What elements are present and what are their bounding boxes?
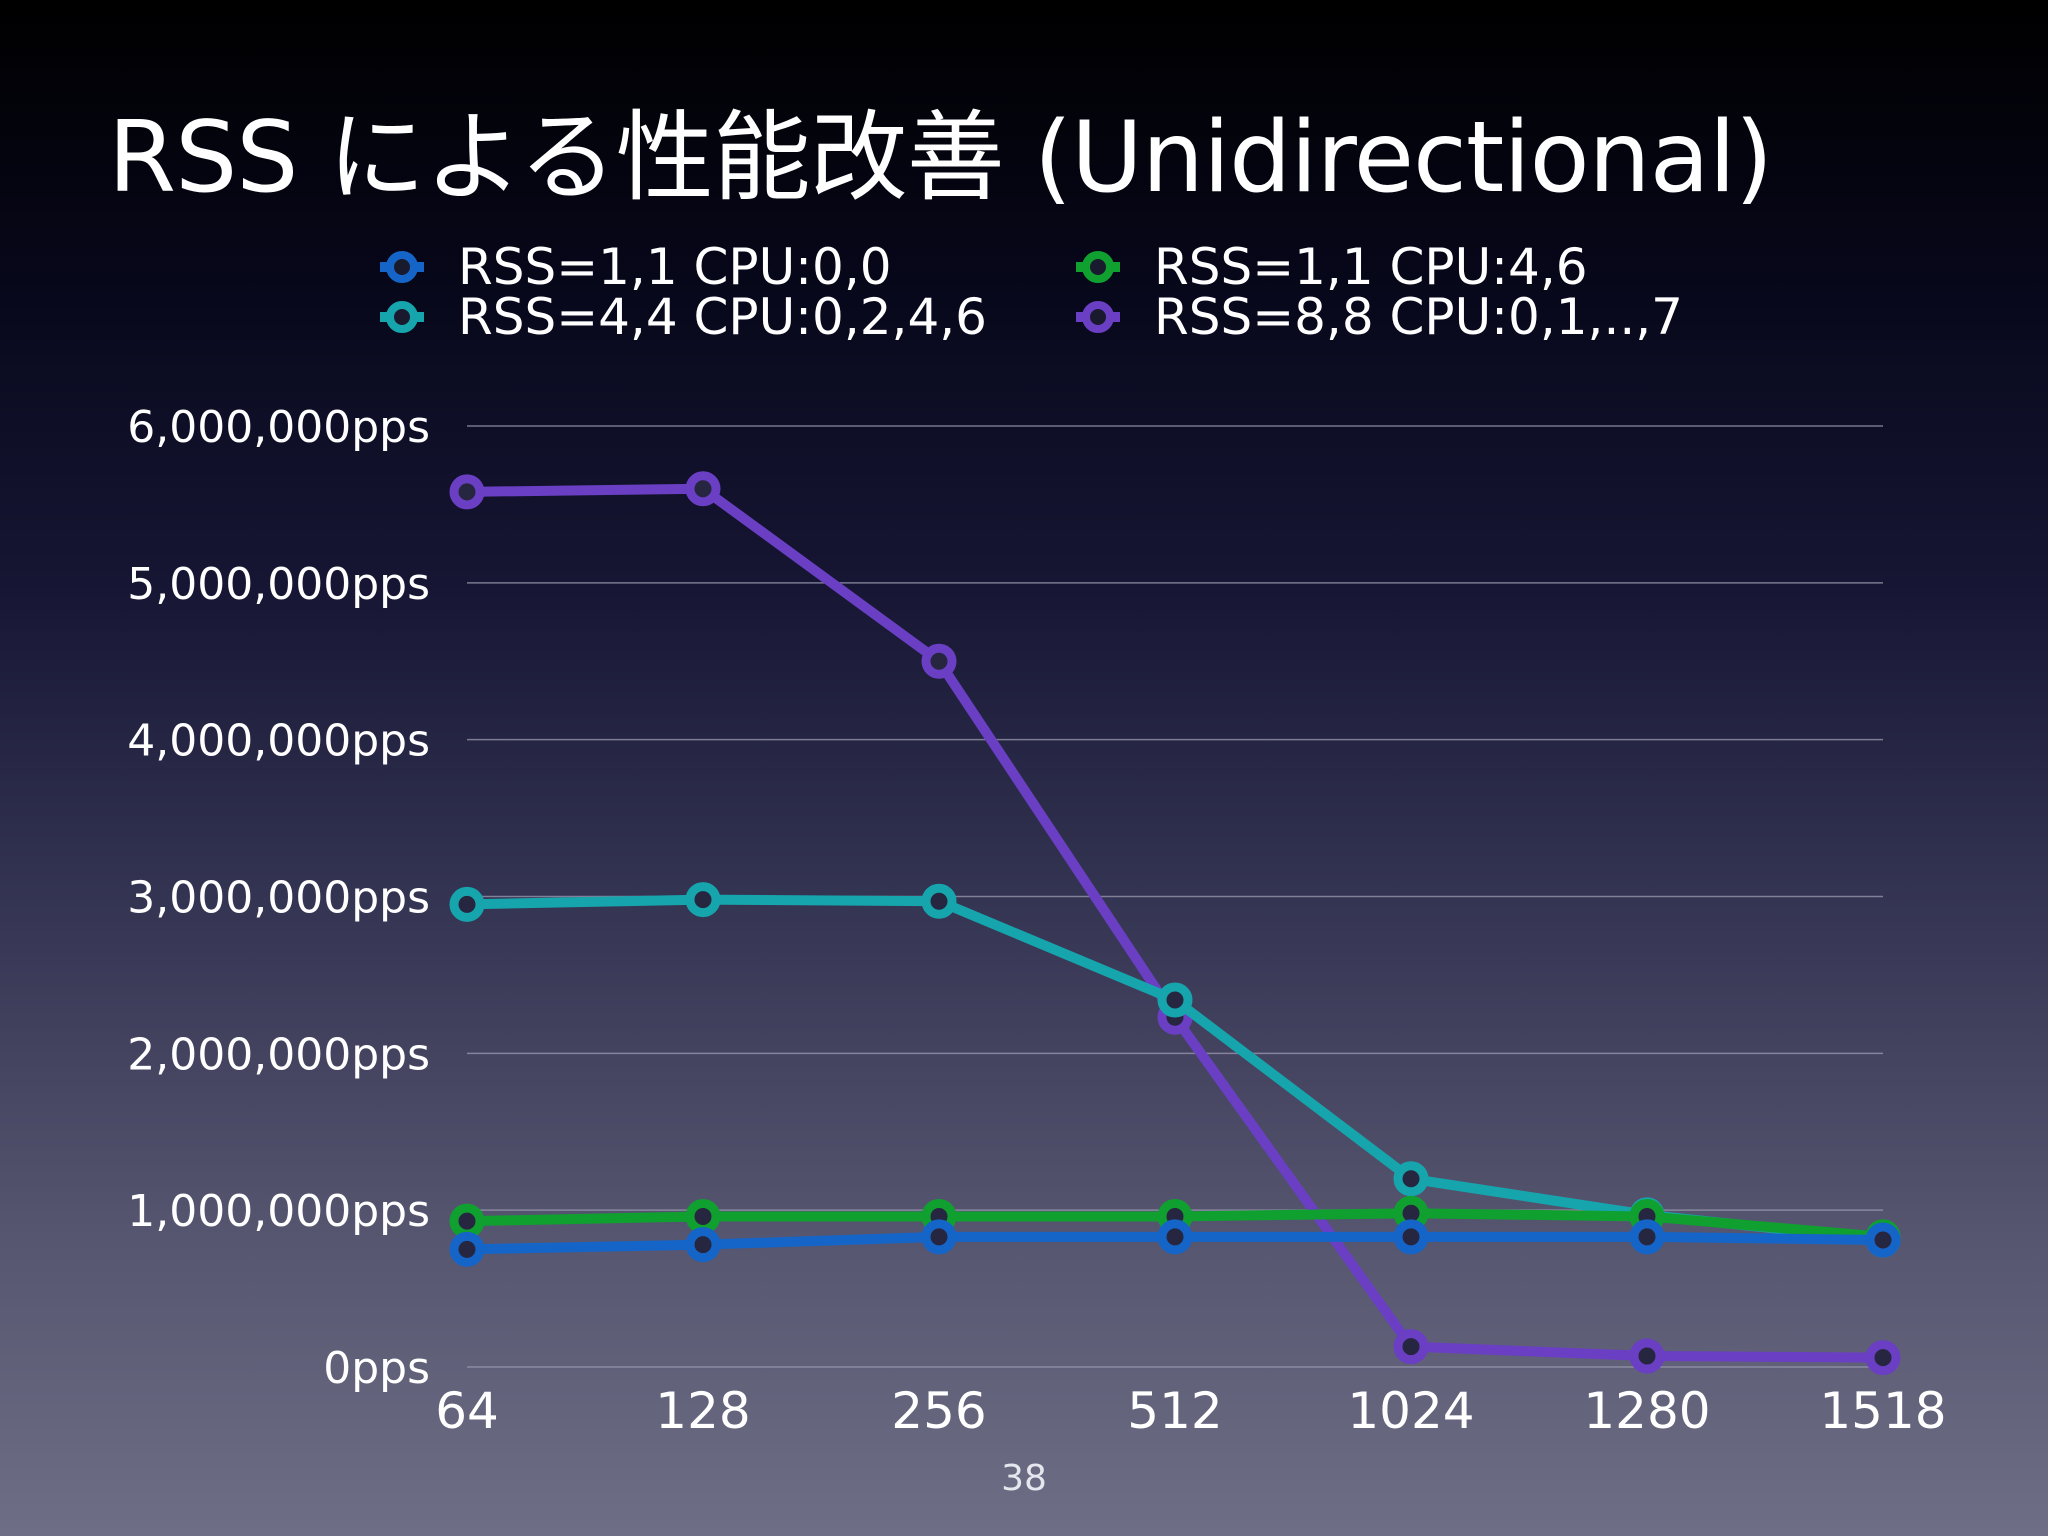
data-point bbox=[1393, 1219, 1429, 1255]
legend-item-rss-1-1-cpu-0-0: RSS=1,1 CPU:0,0 bbox=[380, 242, 892, 292]
x-tick-label: 64 bbox=[435, 1382, 499, 1440]
page-number: 38 bbox=[1001, 1458, 1047, 1499]
data-point bbox=[1393, 1161, 1429, 1197]
slide-title: RSS による性能改善 (Unidirectional) bbox=[108, 101, 1773, 215]
y-tick-label: 4,000,000pps bbox=[127, 716, 430, 767]
data-point bbox=[685, 1227, 721, 1263]
y-tick-label: 2,000,000pps bbox=[127, 1029, 430, 1080]
x-tick-label: 1280 bbox=[1583, 1382, 1710, 1440]
series-line bbox=[462, 894, 1888, 1245]
y-tick-label: 5,000,000pps bbox=[127, 559, 430, 610]
data-point bbox=[921, 643, 957, 679]
x-tick-label: 128 bbox=[655, 1382, 750, 1440]
data-point bbox=[685, 471, 721, 507]
data-point bbox=[921, 883, 957, 919]
series-lines bbox=[449, 471, 1901, 1376]
data-point bbox=[449, 1203, 485, 1239]
data-point bbox=[449, 886, 485, 922]
legend-item-rss-8-8-cpu-0-1-7: RSS=8,8 CPU:0,1,..,7 bbox=[1076, 292, 1683, 342]
data-point bbox=[449, 1231, 485, 1267]
y-tick-label: 0pps bbox=[323, 1343, 430, 1394]
data-point bbox=[685, 882, 721, 918]
data-point bbox=[921, 1219, 957, 1255]
y-axis-tick-labels: 0pps 1,000,000pps 2,000,000pps 3,000,000pps… bbox=[127, 402, 430, 1394]
legend-marker-icon bbox=[1076, 301, 1120, 333]
x-tick-label: 1518 bbox=[1819, 1382, 1946, 1440]
data-point bbox=[1629, 1338, 1665, 1374]
data-point bbox=[1157, 1219, 1193, 1255]
legend-label: RSS=8,8 CPU:0,1,..,7 bbox=[1154, 288, 1683, 346]
legend-item-rss-1-1-cpu-4-6: RSS=1,1 CPU:4,6 bbox=[1076, 242, 1588, 292]
data-point bbox=[1865, 1222, 1901, 1258]
legend-label: RSS=4,4 CPU:0,2,4,6 bbox=[458, 288, 987, 346]
x-tick-label: 256 bbox=[891, 1382, 986, 1440]
x-axis-tick-labels: 64 128 256 512 1024 1280 1518 bbox=[435, 1382, 1946, 1440]
legend-marker-icon bbox=[380, 301, 424, 333]
data-point bbox=[1393, 1329, 1429, 1365]
series-0 bbox=[449, 1219, 1901, 1267]
x-tick-label: 512 bbox=[1127, 1382, 1222, 1440]
y-tick-label: 1,000,000pps bbox=[127, 1186, 430, 1237]
series-2 bbox=[449, 882, 1901, 1258]
chart-legend: RSS=1,1 CPU:0,0 RSS=4,4 CPU:0,2,4,6 RSS=… bbox=[380, 232, 1740, 352]
x-tick-label: 1024 bbox=[1347, 1382, 1474, 1440]
legend-marker-icon bbox=[380, 251, 424, 283]
legend-marker-icon bbox=[1076, 251, 1120, 283]
y-tick-label: 6,000,000pps bbox=[127, 402, 430, 453]
legend-label: RSS=1,1 CPU:4,6 bbox=[1154, 238, 1588, 296]
y-tick-label: 3,000,000pps bbox=[127, 873, 430, 924]
legend-label: RSS=1,1 CPU:0,0 bbox=[458, 238, 892, 296]
data-point bbox=[449, 474, 485, 510]
legend-item-rss-4-4-cpu-0-2-4-6: RSS=4,4 CPU:0,2,4,6 bbox=[380, 292, 987, 342]
data-point bbox=[685, 1198, 721, 1234]
data-point bbox=[1865, 1340, 1901, 1376]
data-point bbox=[1629, 1219, 1665, 1255]
data-point bbox=[1157, 982, 1193, 1018]
